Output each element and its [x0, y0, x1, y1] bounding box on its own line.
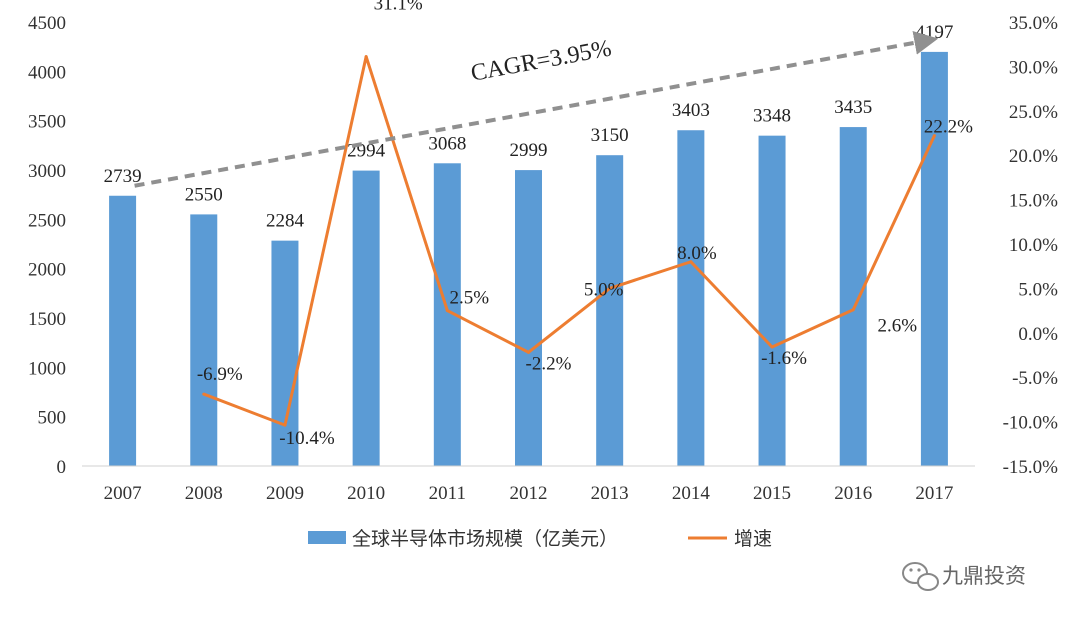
left-axis-tick-label: 1500	[28, 309, 66, 330]
right-axis: -15.0% -10.0% -5.0% 0.0% 5.0% 10.0% 15.0% 20.0%…	[1003, 13, 1059, 478]
left-axis-tick-label: 4500	[28, 13, 66, 34]
right-axis-tick-label: 5.0%	[1018, 279, 1058, 300]
right-axis-tick-label: -10.0%	[1003, 413, 1059, 434]
line-data-labels: -6.9% -10.4% 31.1% 2.5% -2.2% 5.0% 8.0% -1.6% 2.…	[197, 0, 973, 449]
x-axis-tick-label: 2007	[104, 483, 142, 504]
x-axis-tick-label: 2010	[347, 483, 385, 504]
bar-data-label: 3435	[834, 97, 872, 118]
x-axis-tick-label: 2013	[591, 483, 629, 504]
right-axis-tick-label: 20.0%	[1009, 146, 1058, 167]
bar-data-label: 3068	[428, 133, 466, 154]
bar	[352, 170, 380, 467]
x-axis-tick-label: 2012	[510, 483, 548, 504]
line-data-label: 2.6%	[877, 316, 917, 337]
x-axis-tick-label: 2014	[672, 483, 711, 504]
growth-point	[364, 55, 368, 59]
right-axis-tick-label: 25.0%	[1009, 102, 1058, 123]
x-axis-tick-label: 2016	[834, 483, 872, 504]
right-axis-tick-label: 30.0%	[1009, 57, 1058, 78]
growth-point	[932, 134, 936, 138]
watermark: 九鼎投资	[902, 562, 1026, 591]
bar	[596, 155, 624, 466]
legend-bar-label: 全球半导体市场规模（亿美元）	[352, 528, 618, 550]
watermark-text: 九鼎投资	[942, 564, 1026, 588]
growth-line	[203, 55, 936, 427]
growth-point	[283, 423, 287, 427]
growth-point	[851, 308, 855, 312]
left-axis-tick-label: 2500	[28, 210, 66, 231]
bar-data-label: 3348	[753, 106, 791, 127]
legend-line-label: 增速	[734, 528, 772, 550]
line-data-label: -2.2%	[526, 353, 572, 374]
bar	[190, 214, 218, 466]
bar	[758, 135, 786, 466]
line-data-label: 8.0%	[677, 243, 717, 264]
bar	[109, 195, 137, 466]
left-axis: 0 500 1000 1500 2000 2500 3000 3500 4000 4500	[28, 13, 66, 478]
left-axis-tick-label: 3500	[28, 112, 66, 133]
left-axis-tick-label: 0	[57, 457, 67, 478]
left-axis-tick-label: 2000	[28, 260, 66, 281]
bar-data-label: 2739	[104, 166, 142, 187]
bar-data-label: 2999	[510, 140, 548, 161]
x-axis-tick-label: 2017	[915, 483, 953, 504]
left-axis-tick-label: 1000	[28, 358, 66, 379]
growth-point	[770, 345, 774, 349]
legend: 全球半导体市场规模（亿美元） 增速	[308, 528, 772, 550]
growth-point	[527, 350, 530, 354]
line-series	[202, 55, 936, 427]
wechat-icon	[902, 562, 939, 591]
cagr-annotation: CAGR=3.95%	[134, 30, 939, 188]
line-data-label: 31.1%	[374, 0, 423, 15]
legend-bar-swatch	[308, 531, 346, 544]
bar	[839, 127, 867, 466]
right-axis-tick-label: -5.0%	[1012, 368, 1058, 389]
bar-data-label: 3403	[672, 100, 710, 121]
right-axis-tick-label: -15.0%	[1003, 457, 1059, 478]
left-axis-tick-label: 500	[38, 408, 67, 429]
bar-series	[109, 51, 948, 467]
left-axis-tick-label: 4000	[28, 62, 66, 83]
bar	[271, 240, 299, 466]
line-data-label: -1.6%	[761, 348, 807, 369]
x-axis: 2007 2008 2009 2010 2011 2012 2013 2014 2015 2016…	[104, 483, 954, 504]
bar-data-label: 2550	[185, 184, 223, 205]
right-axis-tick-label: 15.0%	[1009, 191, 1058, 212]
bar	[677, 130, 705, 466]
x-axis-tick-label: 2011	[429, 483, 466, 504]
line-data-label: 22.2%	[924, 117, 973, 138]
bar-data-label: 3150	[591, 125, 629, 146]
line-data-label: 2.5%	[450, 288, 490, 309]
left-axis-tick-label: 3000	[28, 161, 66, 182]
cagr-label: CAGR=3.95%	[469, 36, 614, 87]
growth-point	[445, 309, 449, 313]
bar-data-label: 2284	[266, 211, 305, 232]
line-data-label: 5.0%	[584, 279, 624, 300]
right-axis-tick-label: 35.0%	[1009, 13, 1058, 34]
right-axis-tick-label: 10.0%	[1009, 235, 1058, 256]
x-axis-tick-label: 2015	[753, 483, 791, 504]
growth-point	[689, 260, 693, 264]
bar	[515, 170, 542, 466]
x-axis-tick-label: 2009	[266, 483, 304, 504]
bar	[920, 51, 948, 467]
right-axis-tick-label: 0.0%	[1018, 324, 1058, 345]
line-data-label: -6.9%	[197, 364, 243, 385]
line-data-label: -10.4%	[279, 428, 335, 449]
growth-point	[202, 392, 206, 396]
growth-point	[608, 286, 612, 290]
x-axis-tick-label: 2008	[185, 483, 223, 504]
